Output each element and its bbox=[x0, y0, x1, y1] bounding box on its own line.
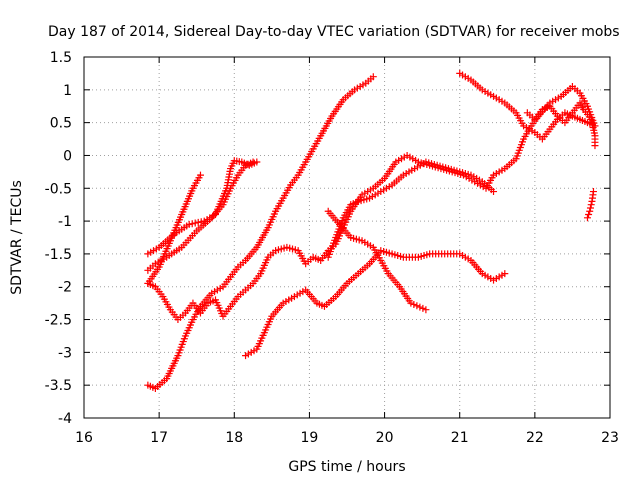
data-point bbox=[587, 201, 595, 209]
y-tick-label: -4 bbox=[58, 411, 72, 427]
data-point bbox=[419, 304, 427, 312]
x-axis-title: GPS time / hours bbox=[288, 459, 405, 475]
y-tick-label: 0 bbox=[63, 148, 72, 164]
y-tick-label: -3 bbox=[58, 345, 72, 361]
data-point bbox=[194, 218, 202, 226]
series-arc-3 bbox=[144, 158, 257, 274]
y-tick-label: 1 bbox=[63, 83, 72, 99]
data-point bbox=[589, 188, 597, 196]
data-point bbox=[188, 220, 196, 228]
y-tick-label: -2.5 bbox=[45, 313, 72, 329]
y-tick-label: 1.5 bbox=[50, 50, 72, 66]
data-point bbox=[413, 302, 421, 310]
series-arc-7 bbox=[324, 158, 498, 261]
x-tick-label: 22 bbox=[526, 430, 544, 446]
data-point bbox=[591, 142, 599, 150]
series-arc-10 bbox=[523, 99, 599, 150]
data-point bbox=[410, 300, 418, 308]
data-point bbox=[586, 204, 594, 212]
y-tick-label: -1 bbox=[58, 214, 72, 230]
series-arc-4 bbox=[144, 73, 377, 392]
data-point bbox=[185, 220, 193, 228]
y-tick-label: -2 bbox=[58, 280, 72, 296]
series-arc-11 bbox=[583, 188, 597, 222]
data-point bbox=[422, 306, 430, 314]
data-point bbox=[586, 207, 594, 215]
data-point bbox=[369, 73, 377, 81]
data-point bbox=[416, 303, 424, 311]
data-point bbox=[490, 188, 498, 196]
data-point bbox=[249, 158, 257, 166]
x-tick-label: 17 bbox=[150, 430, 168, 446]
x-tick-label: 20 bbox=[376, 430, 394, 446]
y-axis-title: SDTVAR / TECUs bbox=[9, 180, 25, 295]
data-markers bbox=[144, 69, 599, 392]
x-tick-label: 21 bbox=[451, 430, 469, 446]
data-point bbox=[583, 214, 591, 222]
y-tick-label: -0.5 bbox=[45, 181, 72, 197]
x-tick-label: 18 bbox=[225, 430, 243, 446]
data-point bbox=[191, 219, 199, 227]
x-tick-label: 16 bbox=[75, 430, 93, 446]
y-tick-label: -3.5 bbox=[45, 378, 72, 394]
data-point bbox=[407, 299, 415, 307]
y-tick-label: 0.5 bbox=[50, 116, 72, 132]
chart-title: Day 187 of 2014, Sidereal Day-to-day VTE… bbox=[48, 24, 620, 40]
data-point bbox=[501, 270, 509, 278]
y-tick-label: -1.5 bbox=[45, 247, 72, 263]
axis-ticks: 16 17 18 19 20 21 22 23 -4 -3.5 -3 -2.5 -2 -1.5 -1 -0.5… bbox=[45, 50, 619, 446]
data-point bbox=[196, 171, 204, 179]
series-arc-8 bbox=[324, 207, 430, 314]
plot-frame bbox=[83, 56, 611, 419]
x-tick-label: 19 bbox=[301, 430, 319, 446]
x-tick-label: 23 bbox=[601, 430, 619, 446]
data-point bbox=[585, 211, 593, 219]
